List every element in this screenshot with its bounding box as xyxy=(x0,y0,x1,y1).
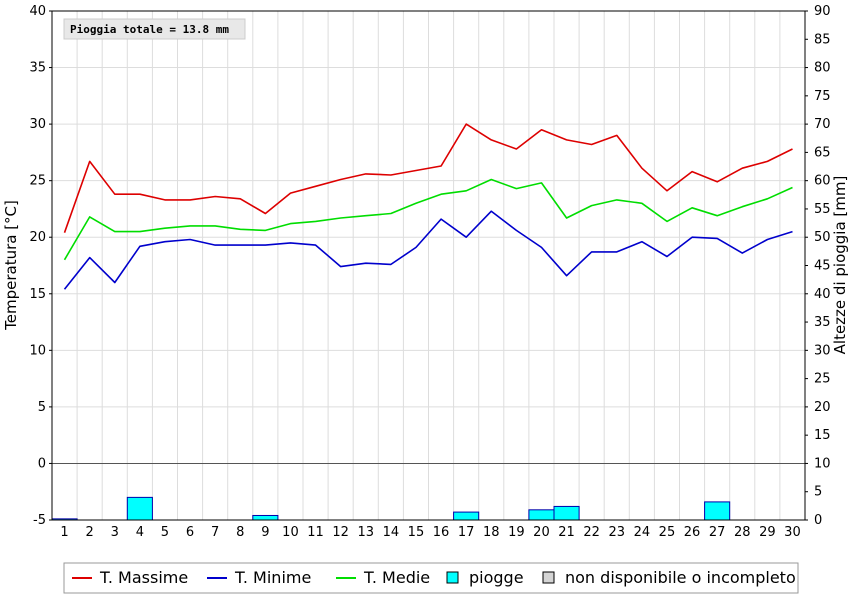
y-right-tick-label: 10 xyxy=(814,456,831,471)
rain-bar xyxy=(528,509,555,521)
x-tick-label: 22 xyxy=(583,525,600,540)
x-tick-label: 30 xyxy=(784,525,801,540)
x-tick-label: 11 xyxy=(307,525,324,540)
x-tick-label: 24 xyxy=(634,525,651,540)
rain-total-annotation: Pioggia totale = 13.8 mm xyxy=(63,18,246,40)
y-right-tick-label: 80 xyxy=(814,61,831,76)
legend-label: T. Medie xyxy=(363,568,430,587)
x-tick-label: 13 xyxy=(357,525,374,540)
legend-label: piogge xyxy=(469,568,524,587)
x-tick-label: 27 xyxy=(709,525,726,540)
y-right-tick-label: 5 xyxy=(814,485,822,500)
rain-bar xyxy=(453,511,480,521)
y-left-tick-label: 0 xyxy=(38,456,46,471)
x-tick-label: 6 xyxy=(186,525,194,540)
series-line-t-medie xyxy=(63,178,793,261)
y-right-tick-label: 0 xyxy=(814,513,822,528)
series-line-t-massime xyxy=(63,123,793,233)
y-left-tick-label: 20 xyxy=(29,230,46,245)
x-tick-label: 2 xyxy=(86,525,94,540)
y-left-tick-label: 25 xyxy=(29,174,46,189)
y-right-tick-label: 50 xyxy=(814,230,831,245)
legend-label: T. Massime xyxy=(99,568,188,587)
y-left-tick-label: 35 xyxy=(29,61,46,76)
x-tick-label: 8 xyxy=(236,525,244,540)
y-axis-right-title: Altezze di pioggia [mm] xyxy=(831,176,849,355)
rain-bar xyxy=(126,496,153,521)
x-tick-label: 21 xyxy=(558,525,575,540)
y-right-tick-label: 25 xyxy=(814,372,831,387)
x-tick-label: 19 xyxy=(508,525,525,540)
y-right-tick-label: 75 xyxy=(814,89,831,104)
rain-total-text: Pioggia totale = 13.8 mm xyxy=(70,23,229,36)
y-left-tick-label: 10 xyxy=(29,343,46,358)
x-tick-label: 17 xyxy=(458,525,475,540)
y-right-tick-label: 55 xyxy=(814,202,831,217)
y-right-tick-label: 85 xyxy=(814,32,831,47)
y-axis-left-title: Temperatura [°C] xyxy=(2,200,20,331)
series-lines xyxy=(63,123,793,290)
rain-bar xyxy=(252,514,279,521)
legend-swatch-box xyxy=(542,571,555,584)
rain-bar xyxy=(704,501,731,521)
x-axis-ticks: 1 2 3 4 5 6 7 8 9 10 11 12 13 14 15 16 17 18 19 20 21 22 23 24 2… xyxy=(60,525,800,540)
y-right-tick-label: 45 xyxy=(814,259,831,274)
legend-label: non disponibile o incompleto xyxy=(565,568,796,587)
x-tick-label: 29 xyxy=(759,525,776,540)
y-right-tick-label: 60 xyxy=(814,174,831,189)
y-right-tick-label: 40 xyxy=(814,287,831,302)
legend-swatch-box xyxy=(446,571,459,584)
x-tick-label: 16 xyxy=(433,525,450,540)
grid xyxy=(51,10,806,521)
x-tick-label: 23 xyxy=(608,525,625,540)
x-tick-label: 1 xyxy=(60,525,68,540)
x-tick-label: 26 xyxy=(684,525,701,540)
x-tick-label: 18 xyxy=(483,525,500,540)
y-left-tick-label: 15 xyxy=(29,287,46,302)
x-tick-label: 25 xyxy=(659,525,676,540)
y-right-tick-label: 90 xyxy=(814,4,831,19)
x-tick-label: 14 xyxy=(383,525,400,540)
x-tick-label: 7 xyxy=(211,525,219,540)
rain-bar xyxy=(553,505,580,521)
y-left-tick-label: 30 xyxy=(29,117,46,132)
x-tick-label: 3 xyxy=(111,525,119,540)
legend-label: T. Minime xyxy=(234,568,311,587)
y-left-tick-label: 40 xyxy=(29,4,46,19)
x-tick-label: 10 xyxy=(282,525,299,540)
y-axis-left-ticks: -5 0 5 10 15 20 25 30 35 40 xyxy=(29,4,52,528)
y-right-tick-label: 15 xyxy=(814,428,831,443)
y-right-tick-label: 70 xyxy=(814,117,831,132)
y-right-tick-label: 65 xyxy=(814,145,831,160)
rain-bars xyxy=(51,496,731,521)
x-tick-label: 28 xyxy=(734,525,751,540)
x-tick-label: 4 xyxy=(136,525,144,540)
x-tick-label: 9 xyxy=(261,525,269,540)
x-tick-label: 15 xyxy=(408,525,425,540)
y-left-tick-label: 5 xyxy=(38,400,46,415)
y-right-tick-label: 30 xyxy=(814,343,831,358)
x-tick-label: 20 xyxy=(533,525,550,540)
x-tick-label: 12 xyxy=(332,525,349,540)
series-line-t-minime xyxy=(63,210,793,290)
y-right-tick-label: 35 xyxy=(814,315,831,330)
legend: T. Massime T. Minime T. Medie piogge non dis… xyxy=(63,562,799,594)
x-tick-label: 5 xyxy=(161,525,169,540)
y-left-tick-label: -5 xyxy=(33,513,46,528)
y-axis-right-ticks: 0 5 10 15 20 25 30 35 40 45 50 55 60 65 70 75 80 85 90 xyxy=(805,4,831,528)
y-right-tick-label: 20 xyxy=(814,400,831,415)
